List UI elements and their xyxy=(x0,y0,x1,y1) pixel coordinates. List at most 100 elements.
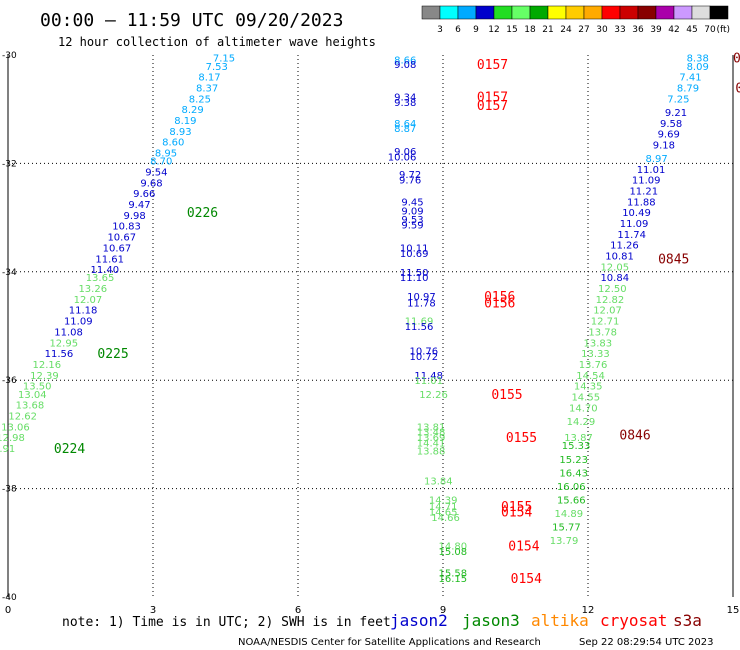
wave-height-point: 9.76 xyxy=(399,176,421,187)
wave-height-point: 9.59 xyxy=(401,221,423,232)
wave-height-point: 9.69 xyxy=(658,130,680,141)
wave-height-point: 11.09 xyxy=(620,219,649,230)
wave-height-point: 11.61 xyxy=(95,254,124,265)
wave-height-point: 11.26 xyxy=(610,241,639,252)
wave-height-point: 10.81 xyxy=(605,252,634,263)
wave-height-point: 10.67 xyxy=(103,243,132,254)
wave-height-point: 13.84 xyxy=(424,476,453,487)
wave-height-point: 15.23 xyxy=(559,455,588,466)
scale-label: 36 xyxy=(632,25,644,35)
x-tick-label: 9 xyxy=(440,605,446,616)
y-tick-label: -30 xyxy=(2,51,17,61)
wave-height-point: 13.48 xyxy=(417,428,446,439)
wave-height-point: 14.41 xyxy=(417,439,446,450)
wave-height-point: 9.98 xyxy=(123,211,145,222)
wave-height-point: 9.09 xyxy=(401,207,423,218)
y-tick-label: -34 xyxy=(2,268,17,278)
satellite-legend-entry: altika xyxy=(531,611,589,630)
pass-time-label: 0846 xyxy=(733,52,740,67)
wave-height-point: 12.82 xyxy=(596,295,625,306)
x-tick-label: 12 xyxy=(582,605,595,616)
wave-height-point: 8.29 xyxy=(181,105,203,116)
wave-height-point: 11.56 xyxy=(405,322,434,333)
footer: note: 1) Time is in UTC; 2) SWH is in fe… xyxy=(62,611,713,648)
pass-time-label: 0157 xyxy=(477,99,508,114)
wave-height-point: 9.68 xyxy=(140,178,162,189)
wave-height-point: 12.07 xyxy=(593,306,622,317)
scale-swatch xyxy=(583,5,603,20)
scale-swatch xyxy=(529,5,549,20)
satellite-legend-entry: s3a xyxy=(673,611,702,630)
wave-height-point: 13.06 xyxy=(1,422,30,433)
wave-height-point: 15.08 xyxy=(439,547,468,558)
wave-height-point: 9.06 xyxy=(394,147,416,158)
wave-height-point: 10.11 xyxy=(400,243,429,254)
y-tick-label: -36 xyxy=(2,376,17,386)
wave-height-point: 14.71 xyxy=(429,502,458,513)
wave-height-point: 8.60 xyxy=(162,138,184,149)
wave-height-point: 15.77 xyxy=(552,523,581,534)
scale-label: 15 xyxy=(506,25,517,35)
satellite-legend-entry: jason2 xyxy=(390,611,448,630)
scale-swatch xyxy=(655,5,675,20)
wave-height-point: 14.39 xyxy=(429,495,458,506)
color-scale-legend: 3 6 9 12 15 18 21 24 27 30 33 36 39 42 45 70 (ft) xyxy=(421,5,730,35)
wave-height-point: 10.97 xyxy=(407,292,436,303)
satellite-legend-entry: jason3 xyxy=(462,611,520,630)
scale-label: 70 xyxy=(704,25,716,35)
chart-title: 00:00 – 11:59 UTC 09/20/2023 xyxy=(40,10,343,31)
pass-time-label: 0156 xyxy=(484,290,515,305)
wave-height-point: 11.18 xyxy=(69,306,98,317)
wave-height-point: 8.37 xyxy=(196,84,218,95)
scale-swatch xyxy=(673,5,693,20)
pass-time-label: 0157 xyxy=(477,91,508,106)
y-tick-label: -40 xyxy=(2,593,17,603)
wave-height-point: 13.83 xyxy=(584,338,613,349)
wave-height-point: 8.66 xyxy=(394,55,416,66)
wave-height-point: 7.41 xyxy=(679,73,701,84)
pass-time-label: 0226 xyxy=(187,206,218,221)
wave-height-point: 14.70 xyxy=(569,403,598,414)
pass-time-label: 0155 xyxy=(501,500,532,515)
wave-height-point: 8.79 xyxy=(677,84,699,95)
scale-label: 42 xyxy=(668,25,679,35)
wave-height-point: 7.15 xyxy=(213,54,235,65)
footer-credit: NOAA/NESDIS Center for Satellite Applica… xyxy=(238,637,541,648)
footer-timestamp: Sep 22 08:29:54 UTC 2023 xyxy=(579,637,713,648)
wave-height-point: 13.50 xyxy=(23,382,52,393)
x-tick-label: 3 xyxy=(150,605,156,616)
scale-label: 33 xyxy=(614,25,625,35)
wave-height-point: 9.53 xyxy=(401,215,423,226)
wave-height-point: 12.16 xyxy=(33,360,62,371)
x-tick-label: 15 xyxy=(727,605,740,616)
wave-height-point: 8.19 xyxy=(174,116,196,127)
y-tick-label: -32 xyxy=(2,159,17,169)
wave-height-point: 9.66 xyxy=(133,189,155,200)
wave-height-point: 15.33 xyxy=(562,441,591,452)
scale-swatch xyxy=(619,5,639,20)
wave-height-point: 10.76 xyxy=(410,346,439,357)
satellite-legend-entry: cryosat xyxy=(600,611,667,630)
wave-height-point: 14.29 xyxy=(567,417,596,428)
scale-label: 24 xyxy=(560,25,572,35)
wave-height-point: 11.01 xyxy=(414,376,443,387)
wave-height-point: 13.04 xyxy=(18,390,47,401)
scale-swatch xyxy=(439,5,459,20)
scale-swatch xyxy=(493,5,513,20)
y-tick-label: -38 xyxy=(2,485,17,495)
x-tick-label: 6 xyxy=(295,605,301,616)
wave-height-point: 7.53 xyxy=(206,62,228,73)
chart-subtitle: 12 hour collection of altimeter wave hei… xyxy=(58,35,376,49)
footer-note: note: 1) Time is in UTC; 2) SWH is in fe… xyxy=(62,615,391,630)
wave-height-point: 10.83 xyxy=(112,222,141,233)
wave-height-point: 13.91 xyxy=(0,444,15,455)
wave-height-point: 9.54 xyxy=(145,168,167,179)
pass-time-label: 0155 xyxy=(506,431,537,446)
wave-height-point: 8.95 xyxy=(155,149,177,160)
scale-label: 18 xyxy=(524,25,536,35)
wave-height-point: 10.49 xyxy=(622,208,651,219)
x-tick-label: 0 xyxy=(5,605,11,616)
wave-height-point: 14.55 xyxy=(571,392,600,403)
wave-height-point: 10.06 xyxy=(388,152,417,163)
